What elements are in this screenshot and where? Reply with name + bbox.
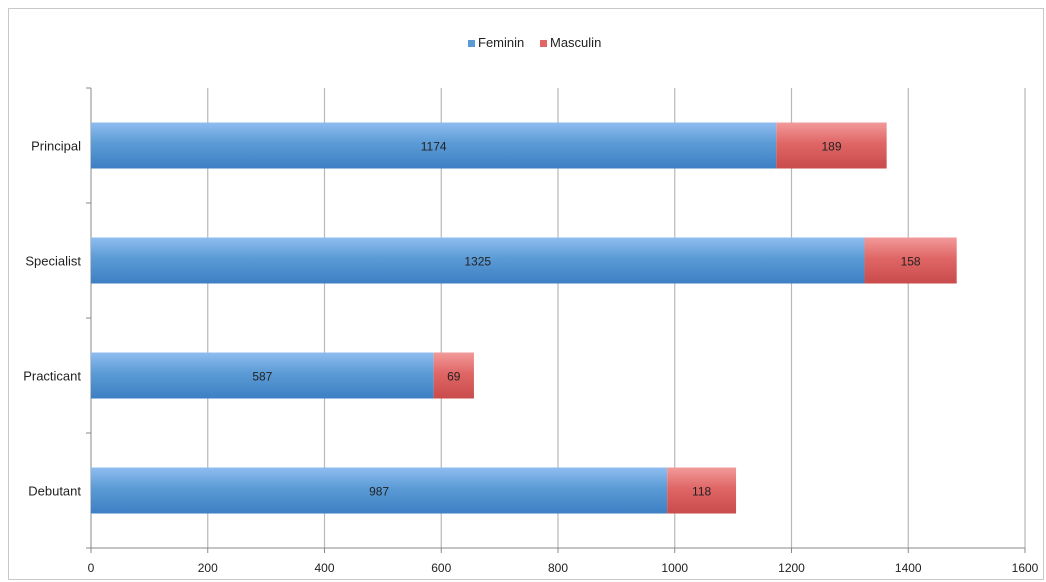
x-tick-label: 1000 [661, 561, 688, 575]
y-category-label: Principal [31, 139, 81, 154]
x-tick-label: 800 [548, 561, 568, 575]
y-category-label: Specialist [25, 254, 81, 269]
legend-label-feminin: Feminin [478, 35, 524, 50]
x-tick-label: 1200 [778, 561, 805, 575]
x-tick-label: 0 [88, 561, 95, 575]
x-tick-label: 600 [431, 561, 451, 575]
x-tick-label: 400 [314, 561, 334, 575]
legend-swatch-masculin [540, 40, 547, 47]
data-label: 69 [447, 370, 461, 384]
data-label: 987 [369, 485, 389, 499]
bar-masculin-specialist [864, 237, 957, 284]
y-category-label: Practicant [23, 369, 81, 384]
axes: 0 200 400 600 800 1000 1200 1400 1600 Debutant Pra… [23, 87, 1039, 575]
bar-masculin-debutant [667, 467, 737, 514]
legend-swatch-feminin [468, 40, 475, 47]
data-label: 587 [252, 370, 272, 384]
data-label: 158 [901, 255, 921, 269]
bar-feminin-principal [91, 122, 777, 169]
bar-feminin-debutant [91, 467, 668, 514]
bars [91, 122, 957, 514]
x-tick-label: 200 [198, 561, 218, 575]
legend: Feminin Masculin [468, 35, 601, 50]
bar-feminin-practicant [91, 352, 434, 399]
bar-feminin-specialist [91, 237, 865, 284]
data-label: 1325 [464, 255, 491, 269]
x-tick-label: 1400 [895, 561, 922, 575]
data-label: 189 [821, 140, 841, 154]
y-category-label: Debutant [28, 484, 81, 499]
x-tick-label: 1600 [1012, 561, 1039, 575]
bar-masculin-practicant [433, 352, 474, 399]
bar-masculin-principal [776, 122, 887, 169]
data-label: 1174 [421, 140, 447, 154]
legend-label-masculin: Masculin [550, 35, 601, 50]
data-labels: 987 118 587 69 1325 158 1174 189 [252, 140, 921, 499]
data-label: 118 [692, 485, 711, 499]
